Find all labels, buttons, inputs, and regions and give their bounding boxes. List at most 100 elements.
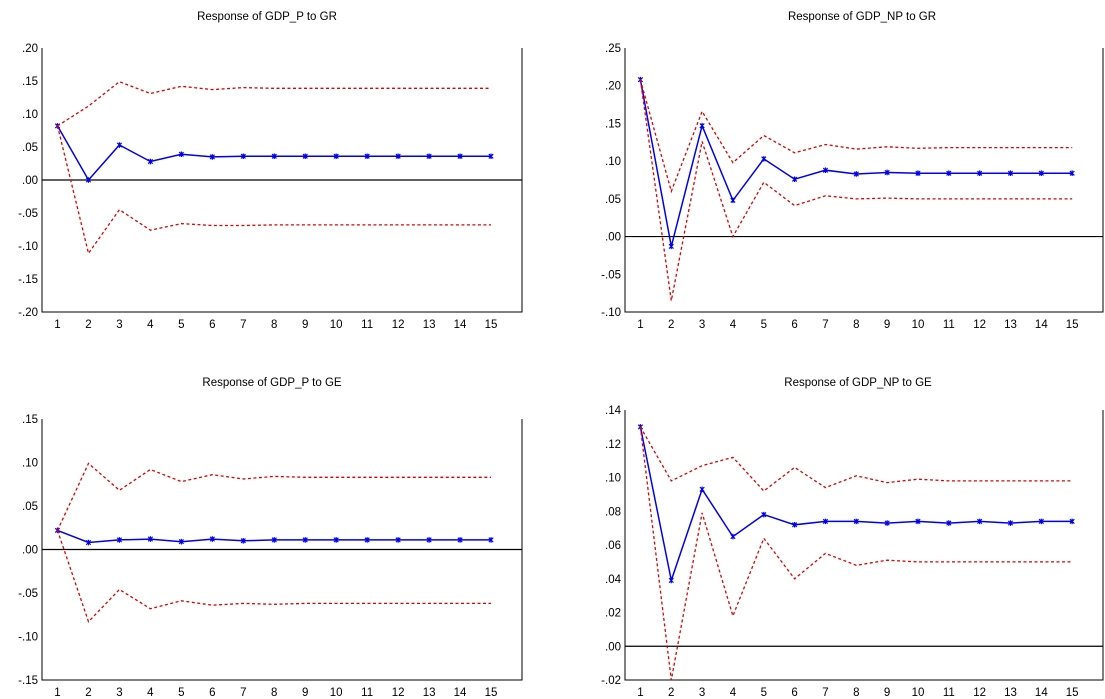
y-tick-label: .10	[22, 458, 38, 470]
response-point	[85, 177, 92, 183]
x-tick-label: 6	[791, 687, 797, 699]
y-tick-label: .15	[22, 76, 38, 88]
chart-title: Response of GDP_NP to GE	[784, 377, 932, 389]
x-tick-label: 7	[240, 319, 246, 331]
x-tick-label: 10	[912, 687, 925, 699]
y-tick-label: .00	[605, 232, 621, 244]
y-tick-label: .20	[605, 81, 621, 93]
response-point	[271, 153, 277, 160]
response-point	[946, 170, 952, 177]
response-point	[730, 533, 736, 540]
response-point	[1007, 170, 1014, 177]
x-tick-label: 3	[116, 687, 122, 699]
response-point	[1069, 518, 1075, 525]
response-line	[639, 79, 1073, 247]
x-tick-label: 10	[330, 687, 343, 699]
y-tick-label: .05	[22, 142, 38, 154]
response-line	[639, 426, 1073, 584]
response-point	[699, 486, 705, 493]
x-tick-label: 9	[302, 687, 308, 699]
x-tick-label: 14	[1035, 319, 1048, 331]
response-point	[853, 518, 859, 525]
response-point	[209, 154, 215, 160]
y-tick-label: -.05	[18, 588, 38, 600]
response-point	[147, 158, 154, 165]
y-tick-label: .00	[605, 641, 621, 653]
y-tick-label: .10	[605, 156, 621, 168]
x-tick-label: 2	[668, 687, 674, 699]
response-point	[116, 142, 123, 148]
y-tick-label: .05	[22, 501, 38, 513]
x-tick-label: 3	[699, 687, 705, 699]
x-tick-label: 8	[853, 319, 859, 331]
x-tick-label: 5	[761, 687, 767, 699]
response-point	[884, 169, 890, 176]
lower-band-line	[56, 530, 491, 623]
y-tick-label: .00	[22, 545, 38, 557]
x-tick-label: 13	[423, 687, 436, 699]
x-tick-label: 5	[761, 319, 767, 331]
response-point	[116, 537, 123, 543]
x-tick-label: 8	[853, 687, 859, 699]
x-tick-label: 10	[330, 319, 343, 331]
chart-panel-4: Response of GDP_NP to GE .14 .12 .10 .08 .06.…	[601, 377, 1104, 699]
response-point	[761, 156, 767, 162]
x-tick-label: 15	[485, 319, 498, 331]
y-tick-label: .05	[605, 194, 621, 206]
y-tick-label: .14	[605, 405, 622, 417]
x-tick-label: 12	[392, 319, 405, 331]
y-tick-label: .04	[605, 574, 622, 586]
x-tick-label: 9	[884, 687, 890, 699]
response-point	[668, 577, 674, 584]
y-tick-label: .00	[22, 175, 38, 187]
response-point	[915, 170, 921, 177]
x-tick-label: 8	[271, 319, 277, 331]
response-point	[395, 153, 401, 160]
x-tick-label: 1	[54, 687, 60, 699]
x-tick-label: 4	[147, 687, 154, 699]
response-point	[178, 151, 184, 158]
x-tick-label: 11	[361, 687, 373, 699]
x-tick-label: 3	[116, 319, 122, 331]
response-point	[1038, 518, 1044, 525]
x-tick-label: 6	[209, 687, 215, 699]
chart-panel-1: Response of GDP_P to GR .20 .15 .10 .05 .00 -.…	[18, 11, 523, 331]
response-point	[488, 153, 494, 160]
x-tick-label: 6	[791, 319, 797, 331]
x-tick-label: 15	[1066, 319, 1079, 331]
response-point	[946, 520, 952, 526]
x-tick-label: 14	[454, 687, 467, 699]
chart-title: Response of GDP_NP to GR	[788, 11, 936, 23]
y-tick-label: .25	[605, 43, 621, 55]
x-tick-label: 5	[178, 687, 184, 699]
y-tick-label: -.10	[18, 632, 38, 644]
x-tick-label: 13	[1004, 319, 1017, 331]
response-point	[364, 537, 370, 543]
response-point	[488, 537, 494, 543]
upper-band-line	[639, 426, 1073, 492]
x-tick-label: 2	[85, 319, 91, 331]
x-tick-label: 15	[1066, 687, 1079, 699]
upper-band-line	[56, 462, 491, 531]
response-point	[426, 153, 432, 160]
y-tick-label: .02	[605, 608, 621, 620]
response-point	[302, 153, 308, 160]
lower-band-line	[639, 426, 1073, 681]
y-tick-label: .15	[605, 118, 621, 130]
response-point	[977, 518, 983, 525]
response-point	[426, 537, 432, 543]
response-point	[271, 537, 277, 543]
chart-title: Response of GDP_P to GE	[202, 377, 341, 389]
x-tick-label: 11	[943, 687, 955, 699]
chart-panel-2: Response of GDP_NP to GR .25 .20 .15 .10 .05.…	[601, 11, 1104, 331]
y-tick-label: -.10	[601, 307, 621, 319]
x-tick-label: 9	[302, 319, 308, 331]
response-point	[884, 520, 890, 526]
response-point	[822, 518, 829, 525]
response-point	[977, 170, 983, 177]
x-tick-label: 8	[271, 687, 277, 699]
response-point	[822, 167, 829, 173]
response-point	[1038, 170, 1044, 177]
response-point	[1069, 170, 1075, 177]
x-tick-label: 14	[1035, 687, 1048, 699]
